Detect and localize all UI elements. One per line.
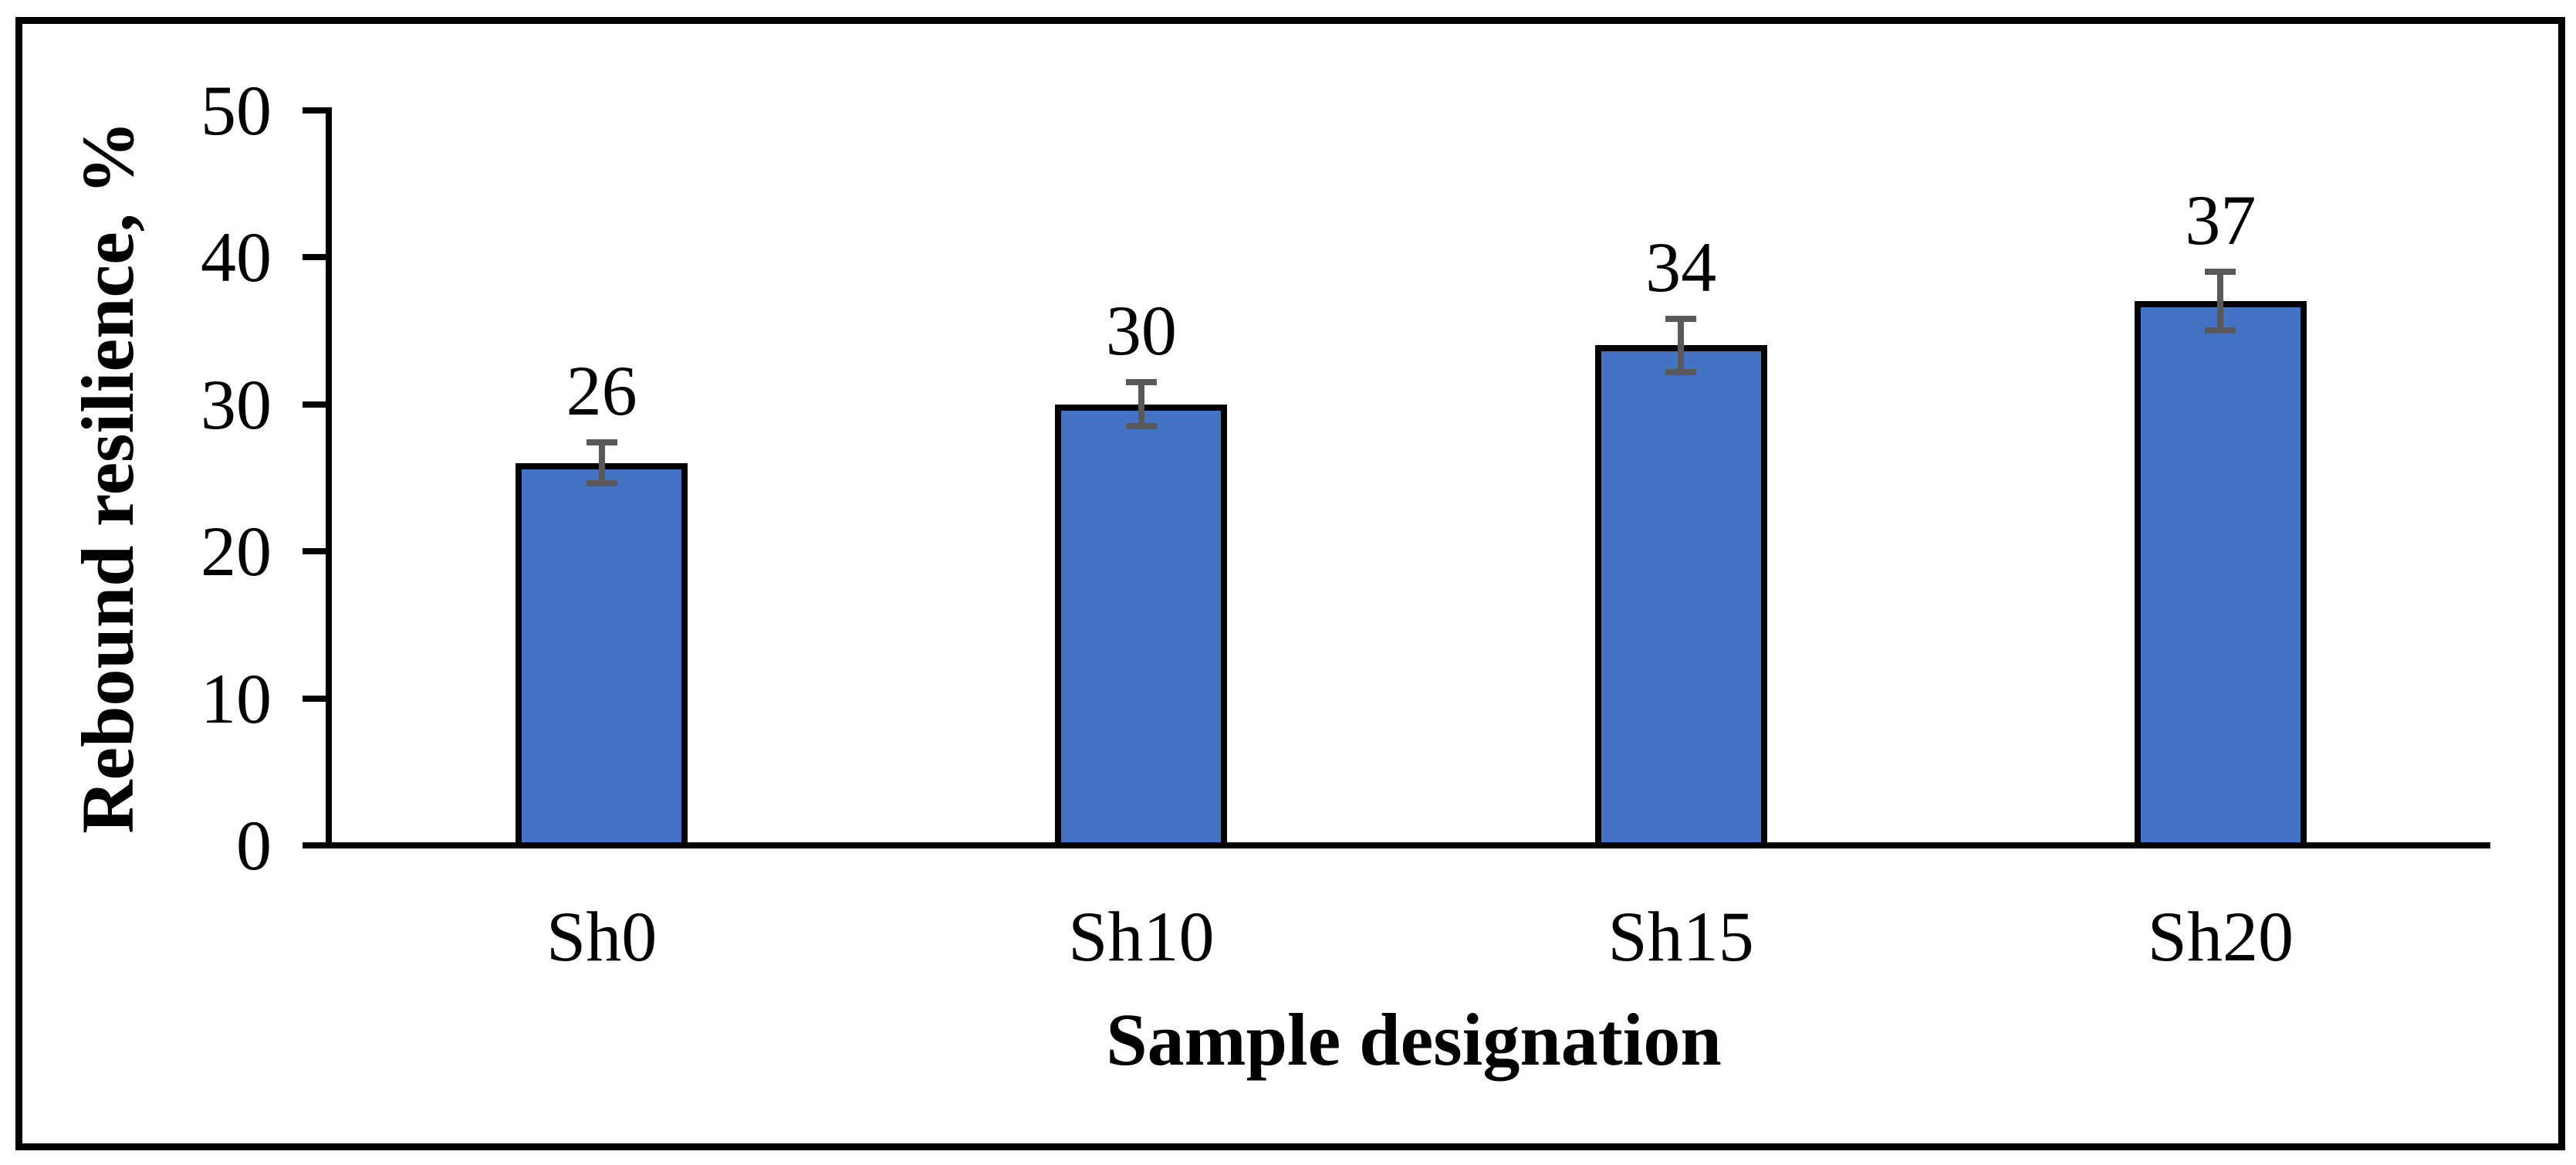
error-bar-cap-top (2205, 269, 2236, 276)
error-bar-stem (2217, 272, 2224, 331)
error-bar-cap-top (1125, 378, 1157, 385)
error-bar-cap-bottom (1665, 368, 1697, 375)
y-tick (303, 107, 326, 113)
error-bar-stem (598, 442, 605, 484)
value-label: 37 (2185, 181, 2257, 260)
error-bar-cap-bottom (586, 480, 617, 487)
error-bar-cap-bottom (2205, 327, 2236, 334)
value-label: 30 (1105, 290, 1177, 370)
error-bar-cap-bottom (1125, 423, 1157, 430)
bar (2134, 301, 2307, 848)
y-tick-label: 50 (201, 70, 272, 150)
y-tick (303, 695, 326, 702)
category-label: Sh20 (2147, 897, 2294, 976)
y-tick-label: 30 (201, 364, 272, 444)
y-tick-label: 10 (201, 659, 272, 738)
y-tick (303, 548, 326, 554)
y-tick-label: 40 (201, 218, 272, 296)
value-label: 26 (566, 351, 637, 431)
y-tick-label: 20 (201, 512, 272, 591)
bar (1055, 404, 1228, 848)
bar (516, 462, 688, 848)
y-tick (303, 254, 326, 260)
category-label: Sh15 (1607, 897, 1754, 976)
x-axis-title: Sample designation (1106, 998, 1722, 1081)
value-label: 34 (1645, 228, 1717, 306)
y-tick (303, 401, 326, 408)
error-bar-stem (1678, 319, 1685, 372)
y-axis-line (326, 107, 332, 848)
error-bar-cap-top (586, 439, 617, 446)
error-bar-cap-top (1665, 316, 1697, 322)
x-axis-line (326, 842, 2490, 848)
y-tick (303, 842, 326, 848)
category-label: Sh0 (546, 897, 658, 976)
error-bar-stem (1138, 381, 1144, 427)
category-label: Sh10 (1068, 897, 1215, 976)
y-tick-label: 0 (236, 806, 272, 885)
bar (1594, 345, 1767, 848)
